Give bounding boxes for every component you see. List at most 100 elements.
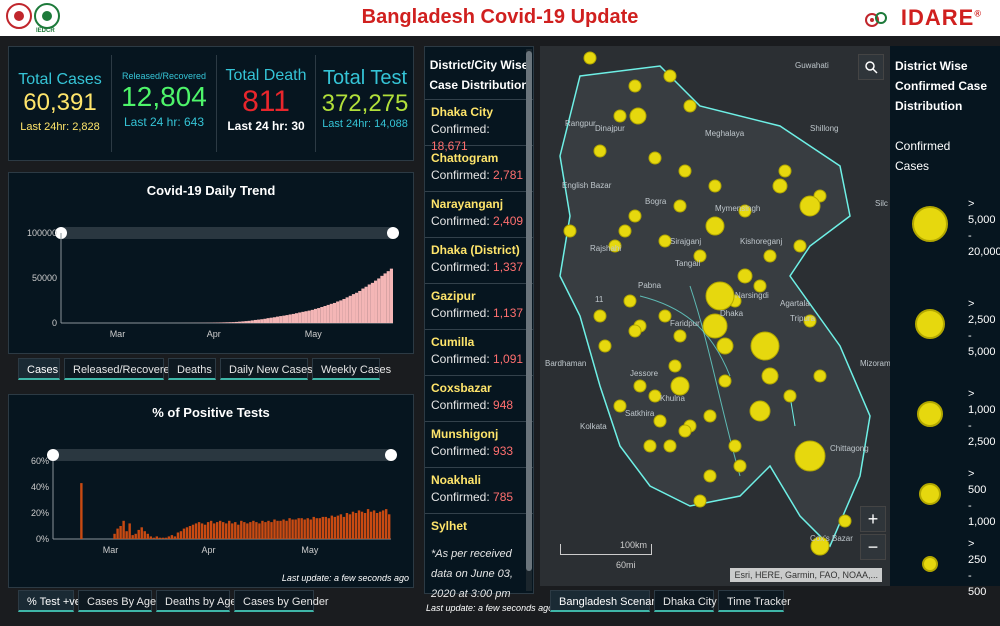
- area-segment: [304, 311, 308, 323]
- map-marker: [583, 51, 597, 65]
- map-place-label: Rangpur: [565, 119, 596, 128]
- header: IEDCR Bangladesh Covid-19 Update IDARE®: [0, 0, 1000, 36]
- map-place-label: Shillong: [810, 124, 838, 133]
- trend-tab-4[interactable]: Weekly Cases: [312, 358, 391, 380]
- map-place-label: Agartala: [780, 299, 810, 308]
- map-marker: [648, 151, 662, 165]
- map-place-label: Satkhira: [625, 409, 655, 418]
- district-confirmed: Confirmed: 785: [431, 489, 527, 506]
- bar: [237, 524, 240, 539]
- positive-tab-1[interactable]: Cases By Age: [78, 590, 156, 612]
- area-segment: [336, 301, 340, 323]
- bar: [131, 535, 134, 539]
- map-marker: [613, 399, 627, 413]
- map-marker: [799, 195, 821, 217]
- map-tab-1[interactable]: Dhaka City: [654, 590, 717, 612]
- map-tab-2[interactable]: Time Tracker: [718, 590, 791, 612]
- confirmed-label: Confirmed:: [431, 214, 494, 228]
- positive-tab-0[interactable]: % Test +ve: [18, 590, 81, 612]
- bar: [387, 514, 391, 539]
- district-name: Coxsbazar: [431, 381, 492, 395]
- total-cases-label: Total Cases: [18, 71, 102, 88]
- trend-tab-2[interactable]: Deaths: [168, 358, 216, 380]
- legend-label: > 5,000 - 20,000: [968, 198, 1000, 258]
- district-items: Dhaka City Confirmed: 18,671 Chattogram Con…: [425, 99, 533, 540]
- area-segment: [323, 305, 327, 323]
- map-marker: [772, 178, 788, 194]
- page-title: Bangladesh Covid-19 Update: [361, 6, 639, 28]
- district-item[interactable]: Chattogram Confirmed: 2,781: [425, 145, 533, 191]
- map-marker: [663, 69, 677, 83]
- zoom-in-button[interactable]: +: [860, 506, 886, 532]
- bar: [173, 536, 177, 539]
- total-cases-sub: Last 24hr: 2,828: [20, 121, 100, 133]
- trend-tab-0[interactable]: Cases: [18, 358, 60, 380]
- positive-tab-2[interactable]: Deaths by Age: [156, 590, 237, 612]
- map-marker: [618, 224, 632, 238]
- bar: [273, 519, 276, 539]
- bar: [336, 515, 340, 539]
- district-scrollthumb[interactable]: [526, 51, 532, 571]
- bar: [276, 520, 279, 539]
- bar: [309, 519, 312, 539]
- district-item[interactable]: Dhaka (District) Confirmed: 1,337: [425, 237, 533, 283]
- bar: [113, 533, 116, 539]
- area-segment: [225, 322, 229, 323]
- bar: [351, 511, 355, 539]
- district-item[interactable]: Gazipur Confirmed: 1,137: [425, 283, 533, 329]
- tests-label: Total Test: [322, 67, 408, 89]
- idare-logo-icon: [865, 12, 887, 27]
- map-attribution[interactable]: Esri, HERE, Garmin, FAO, NOAA,...: [730, 568, 882, 582]
- district-item[interactable]: Narayanganj Confirmed: 2,409: [425, 191, 533, 237]
- district-item[interactable]: Coxsbazar Confirmed: 948: [425, 375, 533, 421]
- area-segment: [339, 300, 343, 323]
- legend-dot: [919, 483, 941, 505]
- area-segment: [374, 280, 378, 323]
- confirmed-label: Confirmed:: [431, 352, 494, 366]
- map-tab-0[interactable]: Bangladesh Scenario: [550, 590, 664, 612]
- district-item[interactable]: Noakhali Confirmed: 785: [425, 467, 533, 513]
- map-place-label: Tripura: [790, 314, 816, 323]
- district-item[interactable]: Munshigonj Confirmed: 933: [425, 421, 533, 467]
- area-segment: [231, 322, 235, 323]
- bar: [170, 535, 174, 539]
- bar: [119, 526, 122, 539]
- area-segment: [332, 302, 337, 323]
- map-scale-bar: [560, 544, 652, 555]
- bar: [255, 522, 258, 539]
- positive-tab-3[interactable]: Cases by Gender: [234, 590, 329, 612]
- district-list-panel[interactable]: District/City Wise Case Distribution Dha…: [424, 46, 534, 600]
- x-tick-label: Apr: [201, 545, 215, 555]
- trend-tab-3[interactable]: Daily New Cases: [220, 358, 313, 380]
- bar: [339, 514, 343, 539]
- map-place-label: Tangail: [675, 259, 701, 268]
- district-item[interactable]: Cumilla Confirmed: 1,091: [425, 329, 533, 375]
- area-segment: [253, 319, 258, 323]
- bar: [155, 536, 159, 539]
- map-marker: [629, 107, 647, 125]
- district-list-title: District/City Wise Case Distribution: [429, 58, 529, 92]
- legend-dot: [915, 309, 945, 339]
- trend-tab-1[interactable]: Released/Recovered: [64, 358, 176, 380]
- district-name: Chattogram: [431, 151, 499, 165]
- map-place-label: Meghalaya: [705, 129, 745, 138]
- map-search-button[interactable]: [858, 54, 884, 80]
- bar: [194, 523, 198, 539]
- area-segment: [377, 278, 381, 323]
- district-item[interactable]: Sylhet: [425, 513, 533, 540]
- map-marker: [703, 409, 717, 423]
- bar: [225, 523, 228, 539]
- total-cases-stat: Total Cases 60,391 Last 24hr: 2,828: [9, 47, 111, 160]
- bar: [218, 520, 222, 539]
- trend-chart-title: Covid-19 Daily Trend: [146, 183, 276, 198]
- district-scrollbar[interactable]: [526, 49, 532, 591]
- district-item[interactable]: Dhaka City Confirmed: 18,671: [425, 99, 533, 153]
- search-icon: [865, 61, 878, 74]
- zoom-out-button[interactable]: −: [860, 534, 886, 560]
- map-view[interactable]: Guwahati Rangpur Dinajpur Meghalaya Shillong…: [540, 46, 890, 586]
- bar: [306, 518, 309, 539]
- area-segment: [263, 318, 267, 323]
- bar: [188, 526, 192, 539]
- map-marker: [593, 309, 607, 323]
